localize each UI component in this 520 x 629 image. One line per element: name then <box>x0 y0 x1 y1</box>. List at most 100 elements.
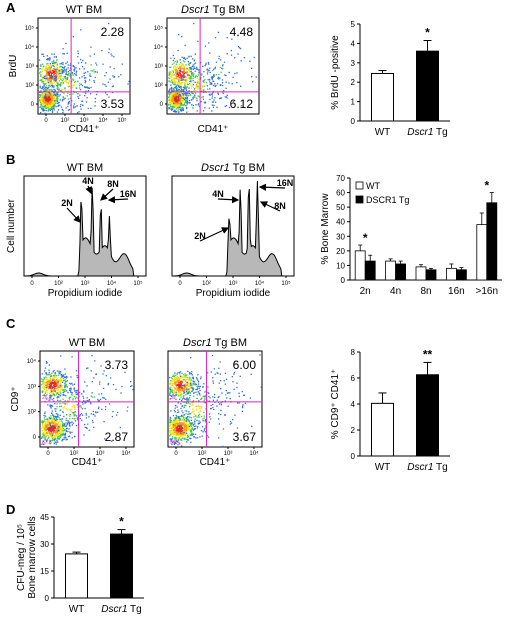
a-event-dot <box>175 85 177 87</box>
c-event-dot <box>59 403 61 405</box>
c-event-dot <box>54 374 56 377</box>
c-event-dot <box>178 411 180 413</box>
c-event-dot <box>41 436 43 438</box>
c-event-dot <box>44 438 47 440</box>
a-event-dot <box>113 75 116 78</box>
c-event-dot <box>74 411 76 413</box>
a-event-dot <box>94 76 96 79</box>
c-event-dot <box>172 394 174 396</box>
a-event-dot <box>174 83 176 86</box>
c-event-dot <box>205 419 207 421</box>
bar-8n-dscr1-tg <box>425 269 437 281</box>
c-event-dot <box>170 381 172 383</box>
c-event-dot <box>54 376 57 378</box>
c-event-dot <box>74 408 76 410</box>
a-event-dot <box>177 101 179 103</box>
c-event-dot <box>191 374 193 376</box>
a-event-dot <box>195 84 198 86</box>
c-event-dot <box>48 387 50 389</box>
c-event-dot <box>180 430 183 432</box>
c-event-dot <box>201 406 203 408</box>
a-event-dot <box>48 72 50 74</box>
a-event-dot <box>44 112 46 114</box>
significance-marker: * <box>119 515 124 529</box>
c-event-dot <box>192 410 194 413</box>
y-tick-label: 3 <box>351 59 356 68</box>
a-event-dot <box>46 83 48 85</box>
a-event-dot <box>63 67 65 69</box>
a-event-dot <box>176 94 178 97</box>
a-event-dot <box>168 94 171 96</box>
a-event-dot <box>175 75 177 77</box>
a-event-dot <box>59 94 61 96</box>
c-event-dot <box>84 426 86 428</box>
a-event-dot <box>58 72 60 74</box>
a-event-dot <box>172 81 175 83</box>
c-event-dot <box>46 377 48 379</box>
a-event-dot <box>204 45 207 47</box>
a-event-dot <box>49 68 51 70</box>
a-event-dot <box>189 77 191 80</box>
a-event-dot <box>211 93 213 95</box>
c-event-dot <box>105 398 107 400</box>
c-event-dot <box>188 387 191 389</box>
c-event-dot <box>54 385 56 387</box>
c-event-dot <box>207 372 209 374</box>
c-event-dot <box>192 378 195 380</box>
a-event-dot <box>47 58 49 60</box>
c-event-dot <box>70 376 72 378</box>
c-event-dot <box>170 410 172 412</box>
c-event-dot <box>75 370 78 372</box>
a-event-dot <box>181 77 183 79</box>
a-event-dot <box>209 78 211 81</box>
c-event-dot <box>170 433 173 435</box>
a-event-dot <box>52 72 54 74</box>
c-event-dot <box>67 392 69 394</box>
a-event-dot <box>40 80 43 82</box>
c-event-dot <box>200 405 202 408</box>
c-event-dot <box>187 391 190 394</box>
c-event-dot <box>43 382 45 385</box>
c-event-dot <box>62 412 64 414</box>
c-event-dot <box>56 432 58 435</box>
a-event-dot <box>175 97 177 99</box>
c-event-dot <box>86 367 88 369</box>
c-event-dot <box>185 385 187 387</box>
c-event-dot <box>49 424 51 426</box>
b-x-tick-label: 10⁴ <box>107 280 117 287</box>
a-event-dot <box>102 83 104 85</box>
a-event-dot <box>179 82 181 84</box>
a-event-dot <box>78 97 80 99</box>
a-event-dot <box>67 82 69 84</box>
a-event-dot <box>214 97 216 99</box>
c-event-dot <box>49 418 51 420</box>
c-event-dot <box>187 418 190 420</box>
a-event-dot <box>179 99 181 101</box>
c-event-dot <box>55 435 57 437</box>
c-event-dot <box>116 411 119 414</box>
a-event-dot <box>193 22 195 25</box>
c-event-dot <box>178 437 180 439</box>
a-event-dot <box>77 96 79 98</box>
a-event-dot <box>180 79 183 81</box>
a-event-dot <box>80 83 82 86</box>
c-event-dot <box>179 425 181 427</box>
c-event-dot <box>74 414 76 416</box>
c-event-dot <box>73 387 75 389</box>
a-event-dot <box>193 90 195 92</box>
a-event-dot <box>190 84 192 86</box>
c-event-dot <box>43 432 45 434</box>
c-event-dot <box>188 390 191 392</box>
c-event-dot <box>78 395 80 397</box>
a-event-dot <box>44 90 46 92</box>
c-event-dot <box>188 421 191 423</box>
c-event-dot <box>204 420 206 422</box>
y-tick-label: 2 <box>351 78 356 87</box>
a-event-dot <box>50 95 52 97</box>
a-event-dot <box>39 68 41 70</box>
a-event-dot <box>209 67 211 69</box>
c-event-dot <box>52 380 54 382</box>
c-event-dot <box>53 381 56 383</box>
c-event-dot <box>178 387 180 390</box>
